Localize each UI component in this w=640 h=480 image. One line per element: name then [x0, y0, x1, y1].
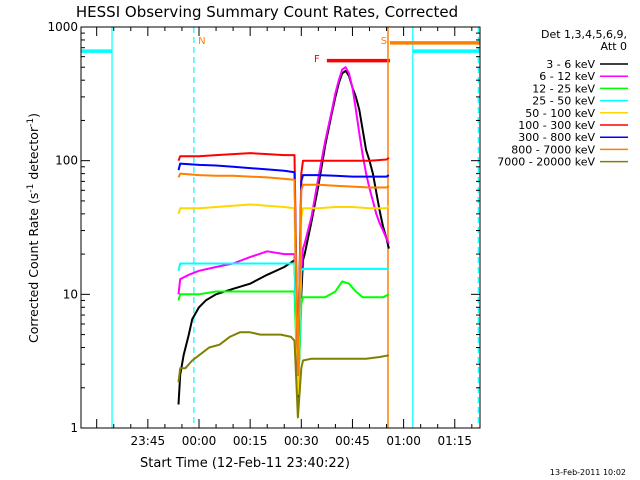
series-line-2	[177, 280, 390, 395]
series-line-0	[177, 69, 390, 405]
x-axis-label: Start Time (12-Feb-11 23:40:22)	[140, 456, 350, 471]
y-tick-label: 100	[55, 154, 78, 168]
x-tick-label: 00:00	[182, 434, 217, 448]
x-tick-label: 00:45	[335, 434, 370, 448]
legend-label-7: 800 - 7000 keV	[511, 143, 595, 156]
flag-label-F: F	[314, 54, 320, 65]
x-tick-label: 23:45	[131, 434, 166, 448]
legend-label-4: 50 - 100 keV	[525, 107, 595, 120]
plot-area	[81, 27, 480, 428]
x-tick-label: 01:15	[437, 434, 472, 448]
x-tick-label: 00:15	[233, 434, 268, 448]
legend-title-1: Att 0	[601, 40, 627, 53]
y-axis-label: Corrected Count Rate (s-1 detector-1)	[26, 113, 41, 343]
plot-marks: N F S	[81, 27, 480, 428]
legend-label-6: 300 - 800 keV	[518, 131, 595, 144]
flag-label-N: N	[198, 36, 205, 47]
series-line-8	[177, 331, 390, 419]
x-tick-label: 01:00	[386, 434, 421, 448]
legend-title-0: Det 1,3,4,5,6,9,	[541, 28, 627, 41]
footer-date: 13-Feb-2011 10:02	[550, 468, 626, 477]
y-tick-label: 10	[63, 287, 78, 301]
y-tick-label: 1000	[47, 20, 78, 34]
flag-label-S: S	[381, 36, 387, 47]
series-line-1	[177, 66, 390, 395]
y-tick-label: 1	[70, 421, 78, 435]
legend-label-5: 100 - 300 keV	[518, 119, 595, 132]
legend-label-2: 12 - 25 keV	[532, 82, 595, 95]
plot-frame	[80, 26, 481, 429]
legend-label-3: 25 - 50 keV	[532, 95, 595, 108]
chart-title: HESSI Observing Summary Count Rates, Cor…	[76, 3, 458, 21]
legend-label-8: 7000 - 20000 keV	[497, 156, 595, 169]
series-line-7	[177, 172, 390, 376]
legend-label-1: 6 - 12 keV	[539, 70, 595, 83]
legend-label-0: 3 - 6 keV	[546, 58, 595, 71]
x-tick-label: 00:30	[284, 434, 319, 448]
plot-axes: 1 10 100 1000 23:45 00:00 00:15 00:30 00:45 01:00…	[47, 20, 481, 448]
